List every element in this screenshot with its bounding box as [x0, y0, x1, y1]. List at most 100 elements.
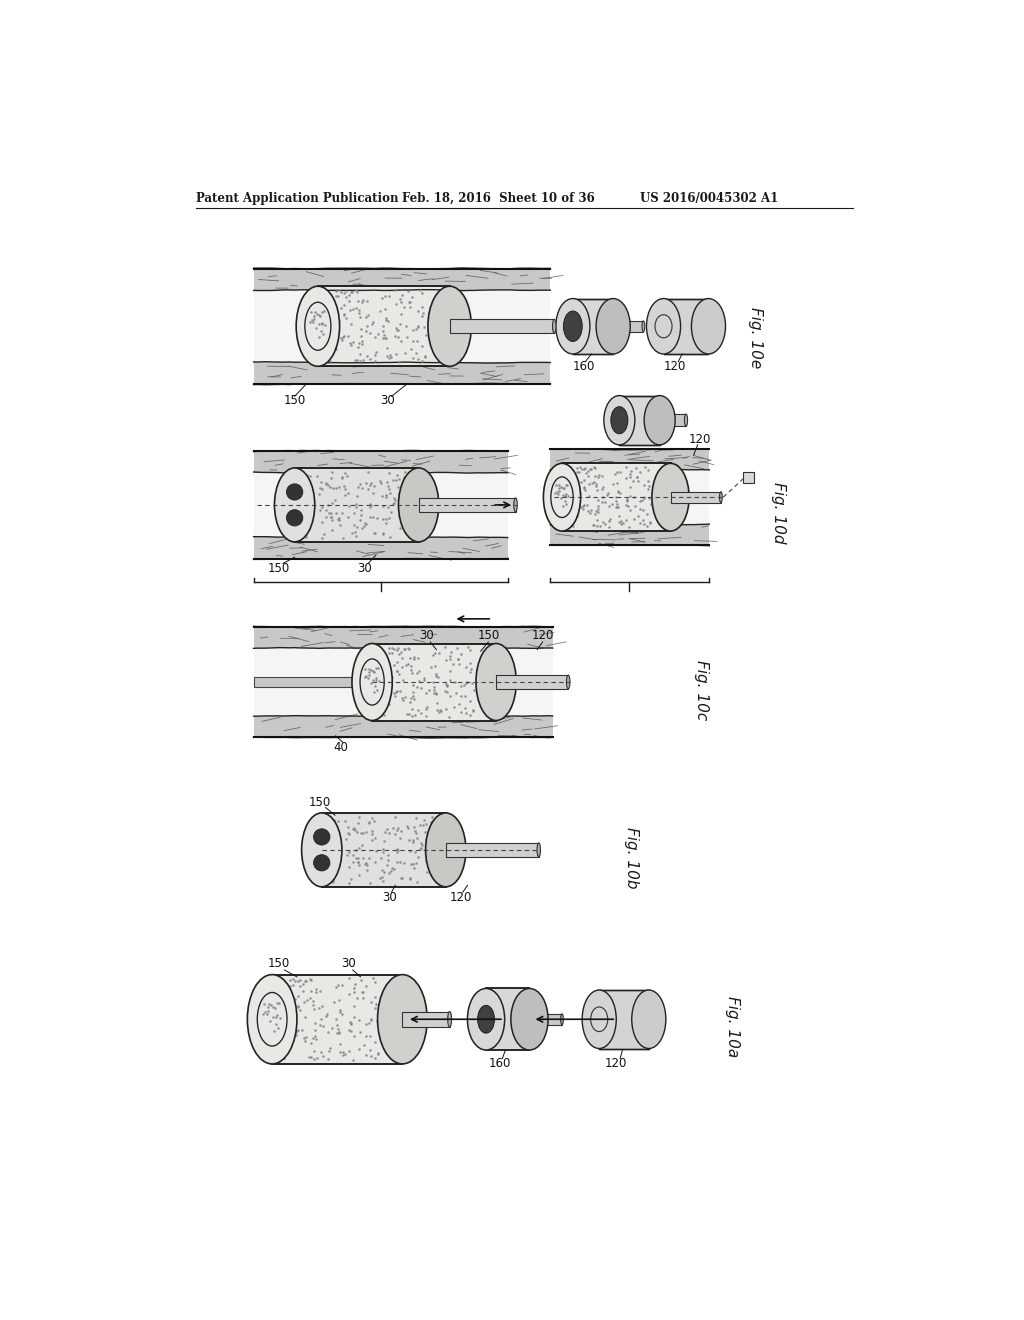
Point [383, 642, 399, 663]
Point [561, 479, 578, 500]
Point [432, 843, 449, 865]
Point [429, 339, 445, 360]
Point [621, 517, 637, 539]
Point [365, 482, 381, 503]
Ellipse shape [398, 469, 438, 543]
Point [346, 978, 362, 999]
Polygon shape [254, 363, 550, 384]
Point [377, 298, 393, 319]
Point [326, 812, 342, 833]
Ellipse shape [476, 644, 516, 721]
Point [307, 1028, 324, 1049]
Point [312, 1008, 329, 1030]
Point [344, 331, 360, 352]
Point [324, 300, 340, 321]
Point [437, 698, 454, 719]
Point [578, 462, 594, 483]
Point [312, 1041, 329, 1063]
Point [389, 838, 406, 859]
Point [368, 997, 384, 1018]
Point [345, 818, 361, 840]
Point [347, 840, 364, 861]
Point [483, 639, 500, 660]
Point [398, 507, 415, 528]
Point [358, 345, 375, 366]
Point [388, 660, 404, 681]
Point [393, 648, 410, 669]
Point [383, 502, 399, 523]
Point [323, 503, 339, 524]
Point [272, 1020, 289, 1041]
Point [354, 982, 371, 1003]
Point [425, 325, 441, 346]
Point [310, 305, 327, 326]
Point [402, 854, 419, 875]
Point [446, 697, 463, 718]
Point [404, 663, 421, 684]
Point [470, 673, 486, 694]
Point [352, 822, 369, 843]
Point [323, 837, 339, 858]
Point [305, 1040, 322, 1061]
Point [392, 288, 409, 309]
Point [623, 461, 639, 482]
Point [322, 477, 338, 498]
Point [317, 306, 334, 327]
Point [335, 1041, 351, 1063]
Point [375, 508, 391, 529]
Point [388, 841, 404, 862]
Point [282, 975, 298, 997]
Point [374, 867, 390, 888]
Ellipse shape [447, 1011, 452, 1027]
Point [445, 653, 462, 675]
Point [331, 1022, 347, 1043]
Point [609, 496, 626, 517]
Point [620, 490, 636, 511]
Point [375, 1014, 391, 1035]
Text: 160: 160 [488, 1057, 511, 1071]
Point [344, 281, 360, 302]
Point [340, 1019, 356, 1040]
Point [375, 327, 391, 348]
Point [655, 500, 672, 521]
Point [260, 993, 276, 1014]
Point [410, 301, 426, 322]
Point [352, 351, 369, 372]
Point [409, 871, 425, 892]
Point [414, 834, 430, 855]
Point [325, 845, 341, 866]
Point [298, 525, 314, 546]
Point [551, 480, 567, 502]
Point [351, 510, 368, 531]
Point [315, 301, 332, 322]
Point [404, 502, 421, 523]
Point [330, 810, 346, 832]
Point [453, 643, 469, 664]
Point [314, 301, 331, 322]
Point [384, 667, 400, 688]
Point [265, 1006, 282, 1027]
Point [392, 314, 409, 335]
Point [559, 474, 575, 495]
Point [330, 975, 346, 997]
Text: 120: 120 [664, 360, 685, 372]
Point [338, 308, 354, 329]
Point [433, 849, 450, 870]
Point [654, 463, 671, 484]
Point [303, 1032, 319, 1053]
Point [392, 304, 409, 325]
Point [290, 995, 306, 1016]
Point [322, 836, 338, 857]
Point [412, 814, 428, 836]
Polygon shape [254, 473, 508, 537]
Point [607, 463, 624, 484]
Point [299, 989, 315, 1010]
Ellipse shape [274, 469, 314, 543]
Point [306, 305, 323, 326]
Ellipse shape [313, 829, 330, 845]
Point [357, 975, 374, 997]
Point [571, 482, 588, 503]
Point [268, 1007, 285, 1028]
Point [389, 465, 406, 486]
Point [406, 513, 422, 535]
